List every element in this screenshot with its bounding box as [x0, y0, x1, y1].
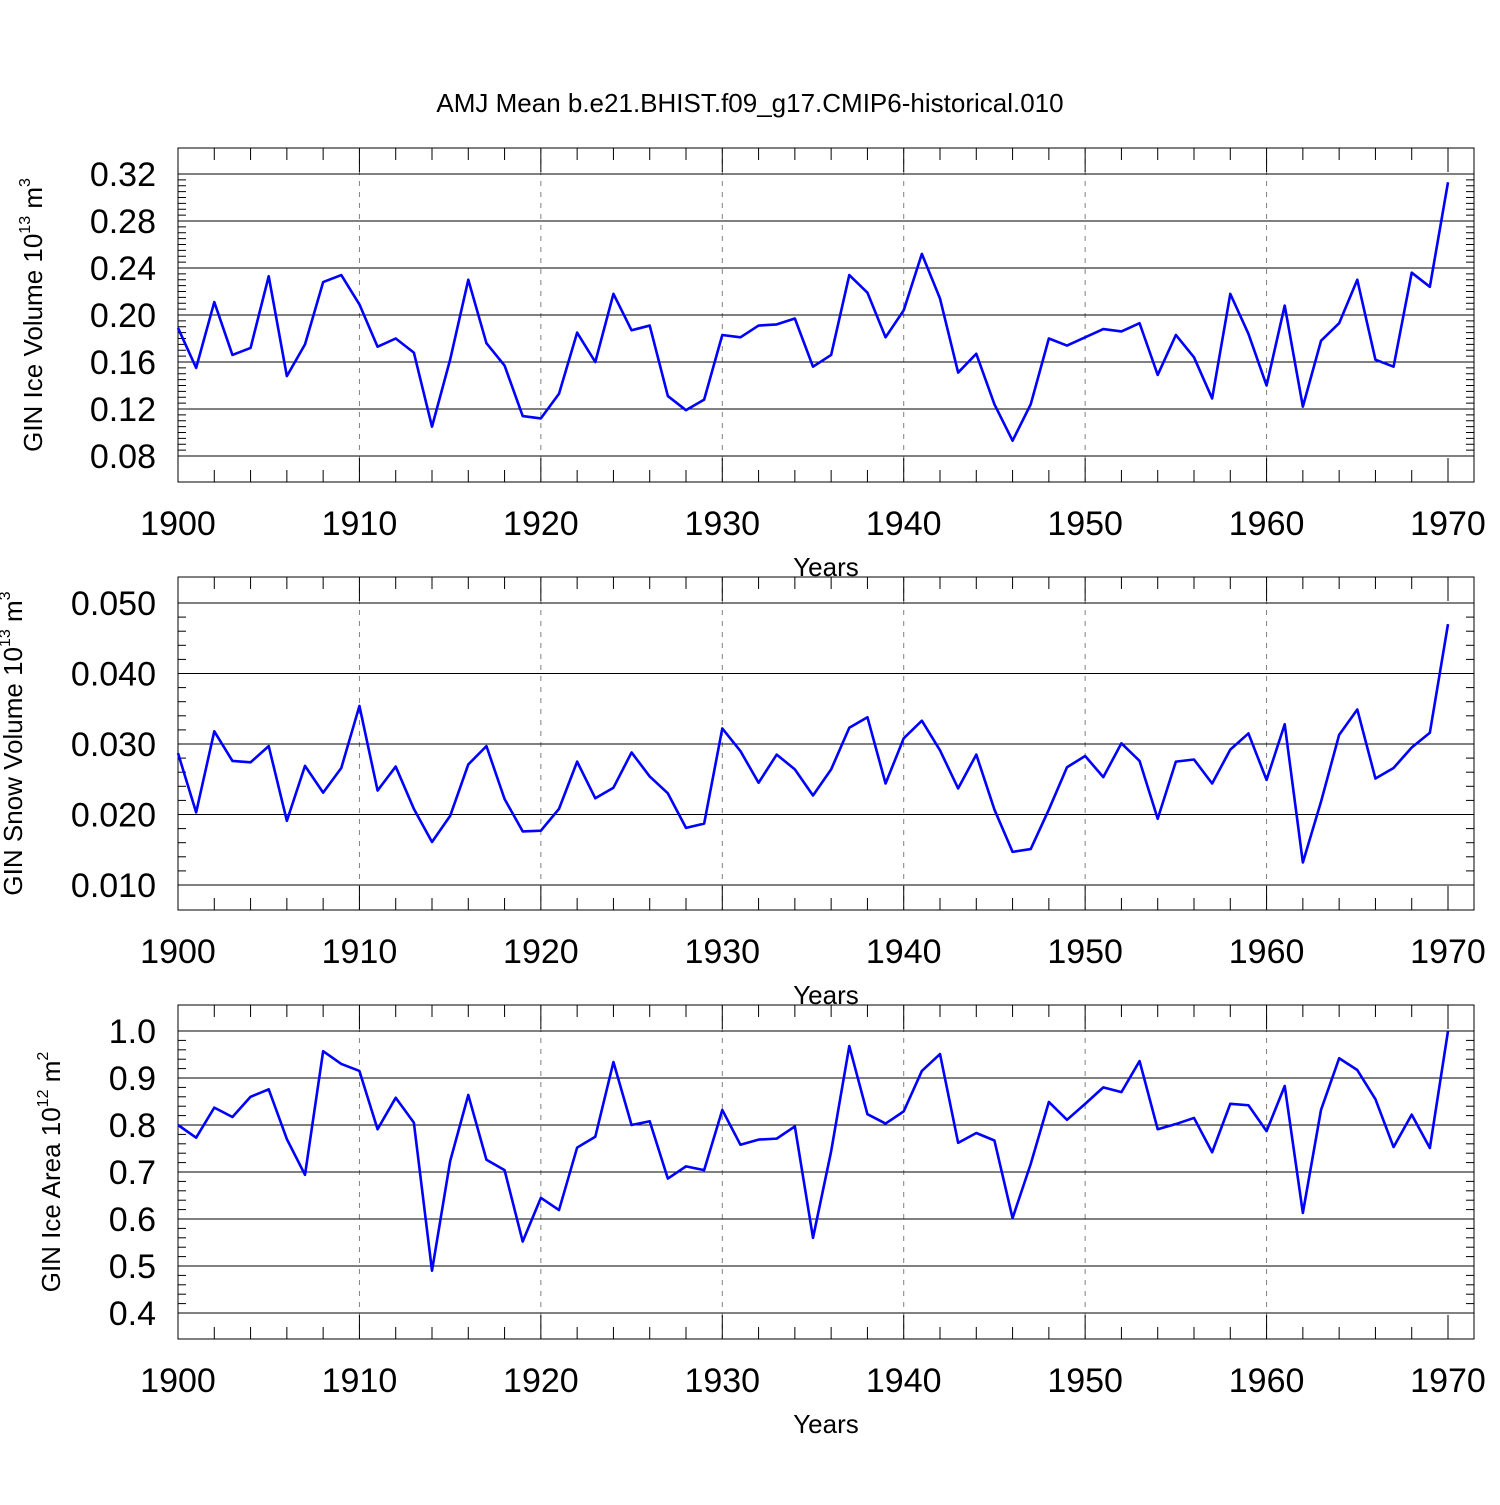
x-tick-label: 1930: [684, 933, 760, 971]
y-tick-label: 1.0: [109, 1013, 156, 1051]
x-tick-label: 1970: [1410, 933, 1486, 971]
y-tick-label: 0.12: [90, 391, 156, 429]
y-tick-label: 0.24: [90, 250, 156, 288]
x-tick-label: 1930: [684, 1362, 760, 1400]
x-tick-label: 1930: [684, 505, 760, 543]
y-tick-label: 0.5: [109, 1248, 156, 1286]
x-tick-label: 1910: [322, 505, 398, 543]
x-tick-label: 1900: [140, 933, 216, 971]
x-tick-label: 1940: [866, 933, 942, 971]
y-tick-label: 0.16: [90, 344, 156, 382]
y-axis-label: GIN Ice Volume 1013 m3: [17, 178, 48, 452]
x-tick-label: 1970: [1410, 1362, 1486, 1400]
x-tick-label: 1960: [1229, 1362, 1305, 1400]
x-tick-label: 1920: [503, 505, 579, 543]
x-tick-label: 1940: [866, 1362, 942, 1400]
x-tick-label: 1910: [322, 1362, 398, 1400]
x-tick-label: 1900: [140, 505, 216, 543]
series-line-1: [176, 182, 1450, 443]
y-tick-label: 0.010: [71, 867, 156, 905]
y-tick-label: 0.7: [109, 1154, 156, 1192]
y-tick-label: 0.020: [71, 797, 156, 835]
y-tick-label: 0.9: [109, 1060, 156, 1098]
y-tick-label: 0.08: [90, 438, 156, 476]
x-tick-label: 1960: [1229, 505, 1305, 543]
x-tick-label: 1960: [1229, 933, 1305, 971]
y-axis-label: GIN Snow Volume 1013 m3: [0, 591, 28, 895]
y-tick-label: 0.4: [109, 1295, 156, 1333]
x-tick-label: 1950: [1047, 1362, 1123, 1400]
series-line-3: [177, 1030, 1450, 1272]
figure-title: AMJ Mean b.e21.BHIST.f09_g17.CMIP6-histo…: [436, 88, 1063, 118]
x-tick-label: 1920: [503, 1362, 579, 1400]
series-line-2: [176, 623, 1450, 864]
y-tick-label: 0.030: [71, 726, 156, 764]
x-tick-label: 1910: [322, 933, 398, 971]
x-tick-label: 1950: [1047, 933, 1123, 971]
y-tick-label: 0.050: [71, 585, 156, 623]
y-axis-label: GIN Ice Area 1012 m2: [35, 1052, 66, 1293]
x-axis-label: Years: [793, 1409, 859, 1439]
y-tick-label: 0.040: [71, 656, 156, 694]
x-tick-label: 1940: [866, 505, 942, 543]
y-tick-label: 0.20: [90, 297, 156, 335]
x-tick-label: 1950: [1047, 505, 1123, 543]
y-tick-label: 0.28: [90, 203, 156, 241]
x-tick-label: 1900: [140, 1362, 216, 1400]
x-tick-label: 1920: [503, 933, 579, 971]
y-tick-label: 0.8: [109, 1107, 156, 1145]
y-tick-label: 0.6: [109, 1201, 156, 1239]
y-tick-label: 0.32: [90, 156, 156, 194]
x-tick-label: 1970: [1410, 505, 1486, 543]
